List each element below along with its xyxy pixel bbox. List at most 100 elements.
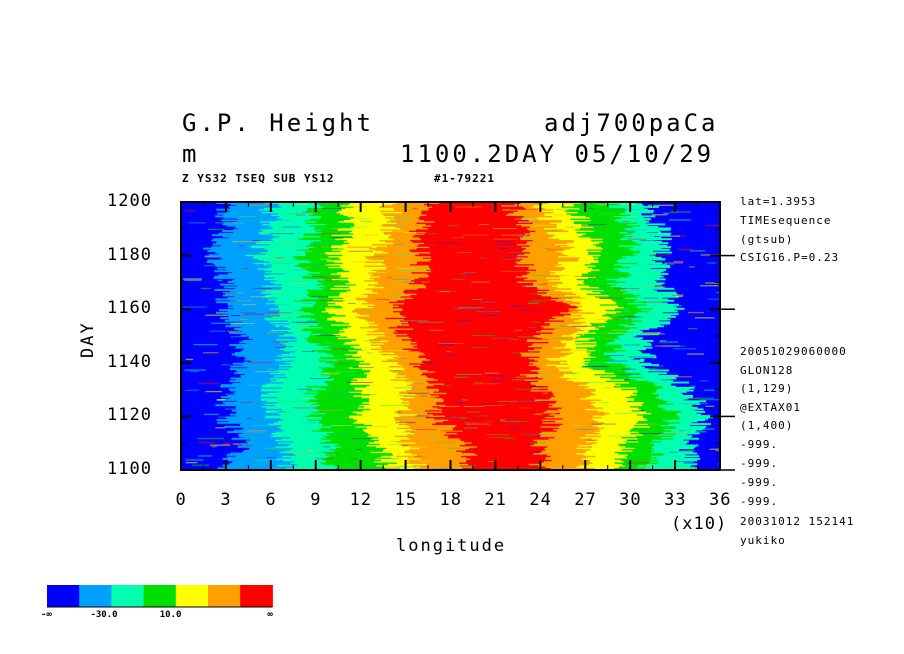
heatmap-cell — [223, 214, 272, 216]
heatmap-cell — [331, 353, 345, 356]
heatmap-cell — [245, 440, 294, 443]
heatmap-cell — [404, 451, 462, 454]
heatmap-cell — [604, 369, 625, 372]
heatmap-cell — [319, 373, 340, 375]
heatmap-cell — [592, 368, 630, 371]
heatmap-cell — [340, 258, 368, 261]
heatmap-cell — [406, 315, 553, 318]
heatmap-cell — [356, 412, 399, 415]
heatmap-cell — [340, 445, 376, 448]
heatmap-cell — [227, 297, 278, 299]
heatmap-cell — [328, 255, 365, 258]
heatmap-cell — [559, 369, 605, 372]
heatmap-cell — [477, 453, 548, 456]
heatmap-cell — [229, 206, 282, 208]
heatmap-cell — [680, 409, 696, 412]
heatmap-cell — [425, 409, 547, 412]
heatmap-cell — [352, 354, 398, 357]
heatmap-cell — [418, 216, 522, 219]
heatmap-cell — [230, 377, 270, 380]
heatmap-cell — [715, 291, 720, 294]
heatmap-cell — [421, 210, 518, 212]
heatmap-cell — [345, 314, 370, 317]
heatmap-cell — [237, 285, 263, 287]
heatmap-cell — [597, 409, 632, 412]
heatmap-cell — [242, 303, 256, 306]
heatmap-cell — [588, 463, 623, 466]
heatmap-cell — [305, 319, 322, 322]
x-tick-label: 15 — [394, 490, 418, 510]
heatmap-cell — [355, 420, 400, 423]
heatmap-cell — [707, 262, 717, 264]
heatmap-cell — [349, 286, 384, 289]
heatmap-cell — [524, 378, 567, 381]
heatmap-cell — [252, 287, 273, 290]
heatmap-cell — [184, 369, 206, 371]
heatmap-cell — [537, 441, 597, 444]
heatmap-cell — [198, 455, 213, 457]
heatmap-cell — [630, 428, 665, 431]
heatmap-cell — [520, 352, 573, 354]
heatmap-cell — [319, 277, 337, 279]
heatmap-cell — [347, 326, 361, 329]
heatmap-cell — [274, 299, 295, 302]
heatmap-cell — [627, 330, 643, 333]
heatmap-cell — [369, 338, 402, 341]
heatmap-cell — [541, 346, 554, 349]
heatmap-cell — [579, 397, 635, 400]
heatmap-cell — [664, 419, 672, 421]
heatmap-cell — [640, 250, 653, 253]
heatmap-cell — [402, 348, 535, 350]
heatmap-cell — [239, 435, 271, 438]
heatmap-cell — [681, 449, 696, 452]
heatmap-cell — [345, 341, 371, 344]
heatmap-cell — [252, 338, 276, 341]
heatmap-cell — [270, 243, 311, 246]
heatmap-cell — [610, 329, 637, 331]
heatmap-cell — [454, 307, 481, 310]
heatmap-cell — [600, 291, 623, 294]
heatmap-cell — [598, 261, 618, 263]
heatmap-cell — [611, 285, 655, 287]
heatmap-cell — [224, 286, 282, 289]
heatmap-cell — [587, 364, 628, 366]
heatmap-cell — [242, 321, 270, 324]
heatmap-cell — [660, 436, 691, 439]
heatmap-cell — [346, 357, 398, 360]
heatmap-cell — [346, 290, 373, 293]
heatmap-cell — [520, 238, 560, 241]
heatmap-cell — [632, 373, 659, 376]
heatmap-cell — [354, 388, 411, 391]
heatmap-cell — [384, 232, 425, 235]
heatmap-cell — [538, 210, 565, 212]
heatmap-cell — [222, 291, 245, 294]
heatmap-cell — [527, 338, 573, 341]
heatmap-cell — [318, 297, 344, 299]
heatmap-cell — [627, 238, 647, 240]
heatmap-cell — [242, 451, 280, 454]
heatmap-cell — [367, 435, 396, 438]
side-info-label: -999. — [740, 476, 779, 489]
heatmap-cell — [527, 277, 546, 279]
heatmap-cell — [426, 357, 529, 360]
heatmap-cell — [281, 251, 288, 253]
heatmap-cell — [473, 382, 499, 385]
heatmap-cell — [307, 293, 340, 295]
heatmap-cell — [596, 244, 619, 247]
heatmap-cell — [555, 208, 581, 210]
heatmap-cell — [403, 431, 414, 433]
heatmap-cell — [558, 368, 593, 371]
heatmap-cell — [540, 435, 601, 438]
heatmap-cell — [334, 464, 377, 467]
heatmap-cell — [258, 258, 296, 261]
heatmap-cell — [351, 230, 393, 232]
heatmap-cell — [601, 423, 649, 425]
heatmap-cell — [204, 413, 219, 415]
heatmap-cell — [530, 441, 546, 444]
heatmap-cell — [402, 281, 419, 283]
heatmap-cell — [269, 372, 330, 375]
heatmap-cell — [590, 400, 628, 403]
heatmap-cell — [580, 436, 622, 439]
heatmap-cell — [242, 428, 282, 431]
heatmap-cell — [344, 330, 368, 333]
